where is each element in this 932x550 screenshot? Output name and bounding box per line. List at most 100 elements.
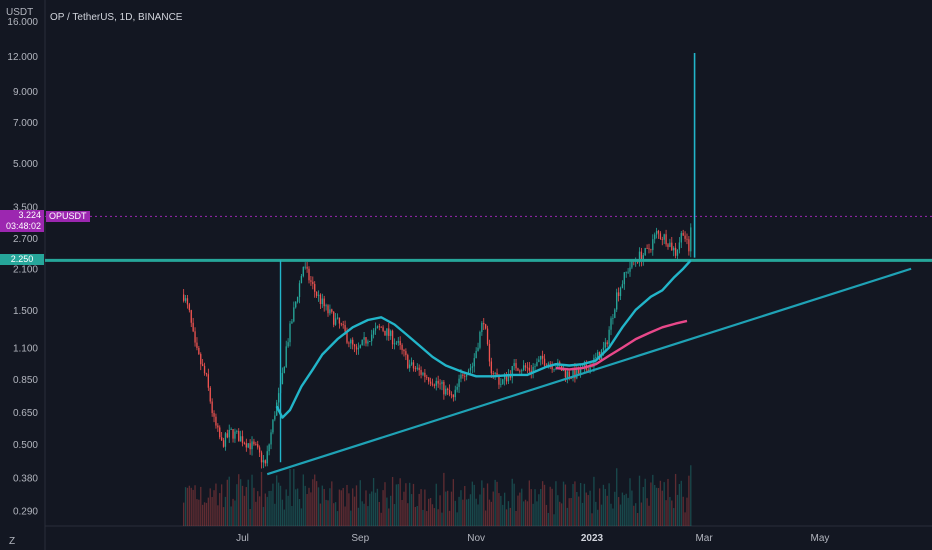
volume-bar <box>443 472 445 526</box>
candle-body <box>209 387 211 402</box>
candle-body <box>281 372 284 385</box>
volume-bar <box>391 476 394 526</box>
symbol-label: OPUSDT <box>46 211 90 223</box>
volume-bar <box>464 486 466 526</box>
volume-bar <box>467 498 470 526</box>
volume-bar <box>405 483 407 526</box>
volume-bar <box>606 495 608 526</box>
candle-body <box>663 234 665 240</box>
candle-body <box>437 380 439 384</box>
last-price-value: 3.224 <box>18 210 41 221</box>
candle-body <box>595 357 597 359</box>
candle-body <box>462 374 464 376</box>
candle-body <box>439 383 441 385</box>
volume-bar <box>562 481 565 526</box>
candle-body <box>543 358 546 366</box>
candle-body <box>661 239 663 240</box>
volume-bar <box>241 485 244 526</box>
volume-bar <box>213 490 215 526</box>
volume-bar <box>496 481 498 526</box>
candle-body <box>304 266 306 268</box>
candle-body <box>538 359 540 363</box>
candle-body <box>515 363 517 369</box>
candle-body <box>507 373 510 382</box>
time-axis[interactable]: Jul Sep Nov 2023 Mar May <box>236 533 829 544</box>
volume-bar <box>486 483 489 526</box>
candle-body <box>680 233 682 243</box>
candle-body <box>614 309 616 318</box>
volume-bar <box>465 499 468 526</box>
candle-body <box>410 362 413 365</box>
candle-body <box>192 322 194 332</box>
candle-body <box>306 266 308 269</box>
candle-body <box>399 341 401 346</box>
candle-body <box>572 368 574 379</box>
volume-bar <box>454 500 456 526</box>
candle-body <box>308 268 310 281</box>
volume-bar <box>616 468 618 526</box>
candle-body <box>334 318 337 325</box>
volume-bar <box>310 492 312 526</box>
volume-bar <box>511 478 513 526</box>
candle-body <box>338 317 341 324</box>
volume-bar <box>678 484 681 526</box>
candle-body <box>266 451 268 464</box>
volume-bar <box>515 510 517 526</box>
volume-bar <box>428 498 430 526</box>
volume-bar <box>585 492 587 526</box>
candle-body <box>249 443 251 450</box>
volume-bar <box>401 499 403 526</box>
volume-bar <box>418 493 420 526</box>
candle-body <box>524 365 527 368</box>
volume-bar <box>545 504 548 526</box>
volume-bar <box>617 497 620 526</box>
volume-bar <box>526 501 529 526</box>
chart-title[interactable]: OP / TetherUS, 1D, BINANCE <box>50 12 183 23</box>
candle-body <box>597 352 599 358</box>
volume-bar <box>219 493 221 526</box>
time-tick-label: May <box>810 533 829 544</box>
scale-button[interactable]: Z <box>9 536 15 547</box>
candle-body <box>236 431 238 432</box>
volume-bar <box>509 507 512 526</box>
candle-body <box>460 374 462 379</box>
candle-body <box>602 347 605 351</box>
volume-bar <box>188 485 191 526</box>
candle-body <box>215 416 217 426</box>
volume-bar <box>315 481 318 526</box>
candle-body <box>380 326 382 328</box>
volume-bar <box>340 490 342 526</box>
candle-body <box>568 371 570 379</box>
candle-body <box>245 443 247 448</box>
axis-unit-label: USDT <box>6 7 33 18</box>
volume-bar <box>331 481 333 526</box>
volume-bar <box>344 506 346 526</box>
volume-bar <box>429 498 432 526</box>
candle-body <box>333 311 335 325</box>
volume-bar <box>380 512 382 526</box>
candle-body <box>277 393 280 403</box>
candle-body <box>505 374 508 382</box>
candle-body <box>616 292 618 310</box>
price-tick-label: 0.650 <box>13 408 38 419</box>
candle-body <box>365 337 367 344</box>
volume-bar <box>321 485 323 526</box>
candle-body <box>465 374 468 377</box>
volume-bar <box>654 485 656 526</box>
candle-body <box>344 325 346 332</box>
volume-bar <box>543 484 546 526</box>
candle-body <box>621 284 624 288</box>
candle-body <box>357 347 360 350</box>
volume-bar <box>674 473 677 526</box>
candle-body <box>298 283 301 297</box>
candle-body <box>272 419 274 433</box>
candle-body <box>458 378 460 387</box>
volume-bar <box>621 492 624 526</box>
volume-bar <box>488 499 491 526</box>
candle-body <box>450 394 453 396</box>
volume-bar <box>234 500 236 526</box>
candle-body <box>255 444 257 446</box>
volume-bar <box>579 482 582 526</box>
price-axis[interactable]: 16.000 12.000 9.000 7.000 5.000 3.500 2.700 2.1… <box>7 17 38 517</box>
